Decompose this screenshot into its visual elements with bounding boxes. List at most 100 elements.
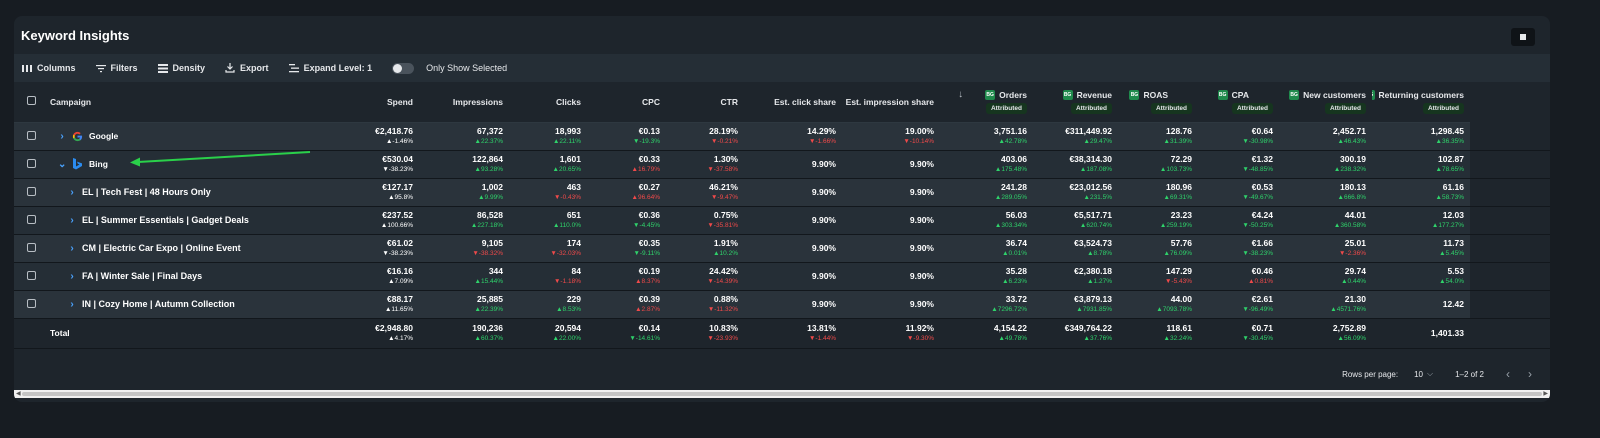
metric-change: ▲54.0% <box>1439 278 1464 285</box>
metric-change: ▲0.44% <box>1341 278 1366 285</box>
col-ctr[interactable]: CTR <box>666 82 744 123</box>
chevron-right-icon[interactable]: › <box>70 270 74 282</box>
horizontal-scrollbar[interactable]: ◀ ▶ <box>14 390 1550 398</box>
campaign-name[interactable]: › IN | Cozy Home | Autumn Collection <box>50 298 234 310</box>
select-all-checkbox[interactable] <box>26 96 36 106</box>
metric-change: ▲95.8% <box>388 194 413 201</box>
col-cpc[interactable]: CPC <box>587 82 666 123</box>
metric-change: ▲7093.78% <box>1156 306 1192 313</box>
prev-page-icon[interactable]: ‹ <box>1506 367 1510 381</box>
table-row[interactable]: › IN | Cozy Home | Autumn Collection €88.1… <box>14 290 1550 318</box>
campaign-name[interactable]: › CM | Electric Car Expo | Online Event <box>50 242 240 254</box>
row-checkbox[interactable] <box>26 214 36 224</box>
table-row[interactable]: › EL | Summer Essentials | Gadget Deals €2… <box>14 206 1550 234</box>
cell-cpa: €1.66 ▼-38.23% <box>1198 234 1279 262</box>
cell-roas: 57.76 ▲76.09% <box>1118 234 1198 262</box>
col-roas[interactable]: BG ROAS Attributed <box>1118 82 1198 123</box>
chevron-right-icon[interactable]: › <box>70 242 74 254</box>
scroll-left-icon[interactable]: ◀ <box>16 391 21 397</box>
col-revenue[interactable]: BG Revenue Attributed <box>1033 82 1118 123</box>
chevron-right-icon[interactable]: › <box>70 298 74 310</box>
cell-campaign: › IN | Cozy Home | Autumn Collection <box>48 290 344 318</box>
row-checkbox-cell[interactable] <box>14 122 48 150</box>
metric-change: ▼-0.21% <box>710 138 738 145</box>
chevron-down-icon[interactable]: ⌵ <box>1427 369 1434 378</box>
columns-button[interactable]: Columns <box>22 63 76 73</box>
col-impressions[interactable]: Impressions <box>419 82 509 123</box>
metric-value: 9.90% <box>909 298 934 309</box>
campaign-name[interactable]: › FA | Winter Sale | Final Days <box>50 271 202 282</box>
table-row[interactable]: › EL | Tech Fest | 48 Hours Only €127.17 ▲9… <box>14 178 1550 206</box>
stop-button[interactable] <box>1511 28 1535 46</box>
next-page-icon[interactable]: › <box>1528 367 1532 381</box>
row-checkbox-cell[interactable] <box>14 206 48 234</box>
col-cpa[interactable]: BG CPA Attributed <box>1198 82 1279 123</box>
row-checkbox-cell[interactable] <box>14 262 48 290</box>
cell-ctr: 24.42% ▼-14.39% <box>666 262 744 290</box>
row-checkbox[interactable] <box>26 270 36 280</box>
metric-value: 463 <box>566 182 581 192</box>
expand-level-label: Expand Level: 1 <box>303 63 373 73</box>
table-row[interactable]: › Google €2,418.76 ▲-1.46% 67,372 ▲22.37% 18,9… <box>14 122 1550 150</box>
expand-level-button[interactable]: Expand Level: 1 <box>288 63 373 73</box>
toolbar: Columns Filters Density Export Expand Le… <box>14 54 1550 82</box>
cell-returning-customers: 1,298.45 ▲36.35% <box>1372 122 1470 150</box>
row-checkbox[interactable] <box>26 158 36 168</box>
col-impression-share[interactable]: Est. impression share <box>842 82 940 123</box>
table-row[interactable]: › FA | Winter Sale | Final Days €16.16 ▲7.0… <box>14 262 1550 290</box>
cell-clicks: 20,594 ▲22.00% <box>509 318 587 348</box>
filters-button[interactable]: Filters <box>95 63 138 73</box>
row-checkbox[interactable] <box>26 298 36 308</box>
row-checkbox-cell[interactable] <box>14 318 48 348</box>
row-checkbox-cell[interactable] <box>14 290 48 318</box>
metric-change: ▼-30.45% <box>1242 335 1273 342</box>
scrollbar-thumb[interactable] <box>22 392 1542 396</box>
chevron-down-icon[interactable]: ⌄ <box>58 158 67 170</box>
col-campaign[interactable]: Campaign <box>48 82 344 123</box>
page-title: Keyword Insights <box>21 27 130 43</box>
table-row[interactable]: › CM | Electric Car Expo | Online Event €6… <box>14 234 1550 262</box>
total-row[interactable]: Total €2,948.80 ▲4.17% 190,236 ▲60.37% 20,594… <box>14 318 1550 348</box>
col-spend[interactable]: Spend <box>344 82 419 123</box>
col-new-customers[interactable]: BG New customers Attributed <box>1279 82 1372 123</box>
density-button[interactable]: Density <box>157 63 205 73</box>
metric-change: ▼-9.47% <box>710 194 738 201</box>
metric-value: 9.90% <box>909 186 934 197</box>
cell-impression-share: 9.90% <box>842 234 940 262</box>
chevron-right-icon[interactable]: › <box>70 214 74 226</box>
cell-new-customers: 2,752.89 ▲56.09% <box>1279 318 1372 348</box>
metric-value: 11.92% <box>905 323 934 333</box>
col-orders[interactable]: ↓ BG Orders Attributed <box>940 82 1033 123</box>
bing-icon <box>72 158 83 170</box>
metric-value: 651 <box>566 210 581 220</box>
col-returning-customers[interactable]: BGReturning customers Attributed <box>1372 82 1470 123</box>
campaign-name[interactable]: ⌄ Bing <box>50 158 108 170</box>
sort-arrow-icon[interactable]: ↓ <box>958 89 964 101</box>
metric-change: ▲22.11% <box>553 138 581 145</box>
row-checkbox-cell[interactable] <box>14 178 48 206</box>
campaign-name[interactable]: › EL | Tech Fest | 48 Hours Only <box>50 186 210 198</box>
chevron-right-icon[interactable]: › <box>70 186 74 198</box>
metric-value: 84 <box>571 266 581 276</box>
metric-value: €2,948.80 <box>375 323 413 333</box>
row-checkbox-cell[interactable] <box>14 234 48 262</box>
cell-impression-share: 9.90% <box>842 150 940 178</box>
metric-change: ▲100.66% <box>380 222 413 229</box>
col-click-share[interactable]: Est. click share <box>744 82 842 123</box>
metric-change: ▼-48.85% <box>1242 166 1273 173</box>
select-all-checkbox-cell[interactable] <box>14 82 48 123</box>
col-clicks[interactable]: Clicks <box>509 82 587 123</box>
row-checkbox[interactable] <box>26 242 36 252</box>
rows-per-page-select[interactable]: 10 <box>1414 369 1423 379</box>
chevron-right-icon[interactable]: › <box>60 130 64 142</box>
scroll-right-icon[interactable]: ▶ <box>1543 391 1548 397</box>
campaign-name[interactable]: › EL | Summer Essentials | Gadget Deals <box>50 215 249 226</box>
row-checkbox[interactable] <box>26 130 36 140</box>
campaign-name[interactable]: › Google <box>50 131 118 142</box>
only-selected-toggle[interactable] <box>392 62 415 74</box>
cell-returning-customers: 5.53 ▲54.0% <box>1372 262 1470 290</box>
row-checkbox-cell[interactable] <box>14 150 48 178</box>
export-button[interactable]: Export <box>225 63 269 73</box>
cell-impressions: 86,528 ▲227.18% <box>419 206 509 234</box>
row-checkbox[interactable] <box>26 186 36 196</box>
